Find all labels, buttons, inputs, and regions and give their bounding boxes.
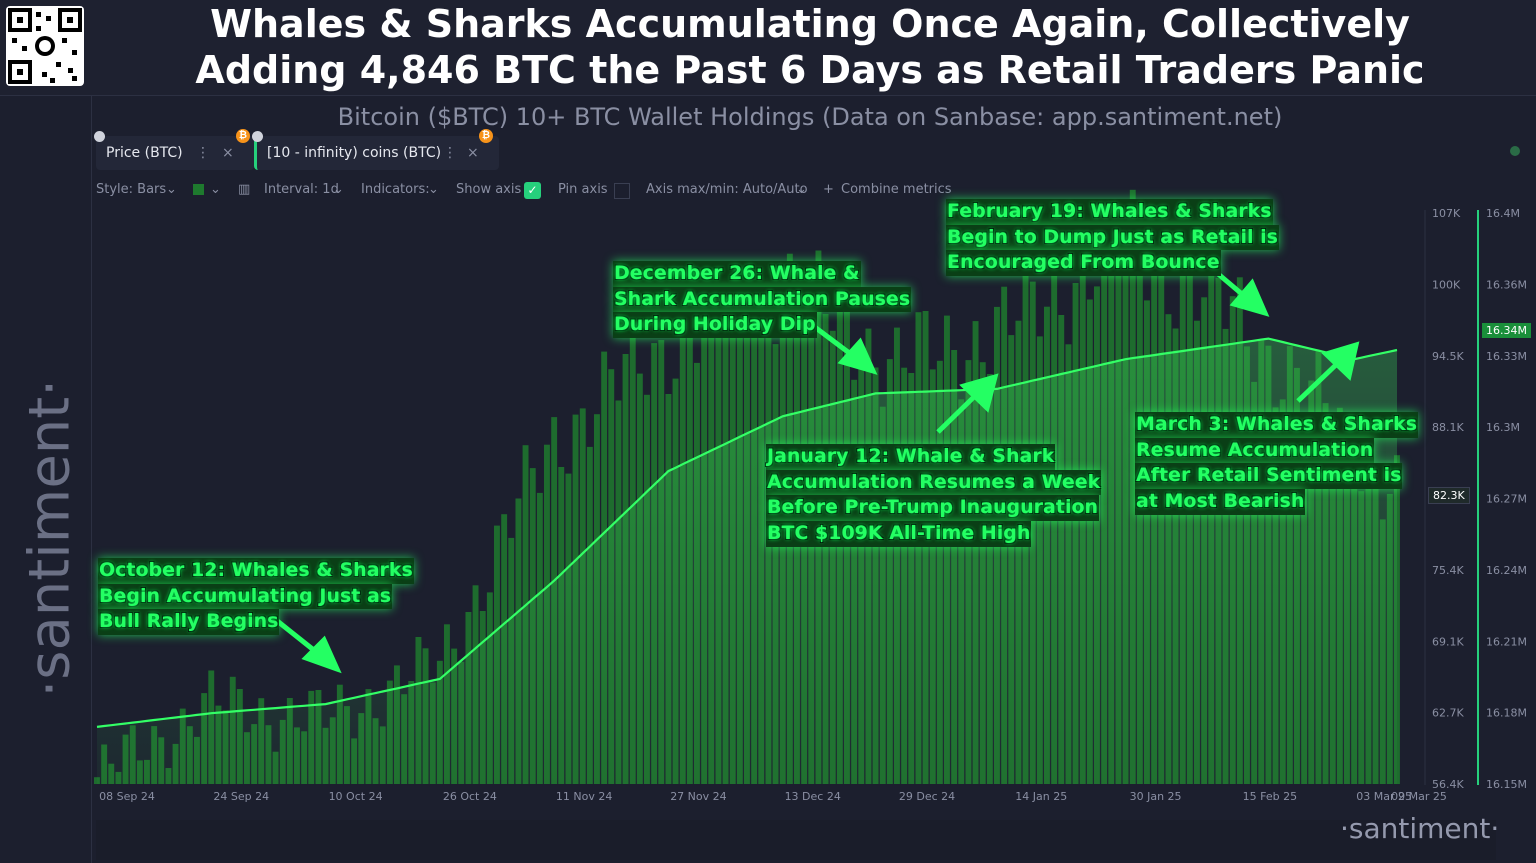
x-tick-label: 14 Jan 25	[1015, 790, 1067, 803]
tab-holdings[interactable]: [10 - infinity) coins (BTC) ⋮ ×	[254, 136, 499, 170]
y-tick-label: 56.4K	[1432, 778, 1464, 791]
qr-code-icon	[6, 6, 84, 86]
tab-price-label: Price (BTC)	[106, 145, 183, 161]
show-axis-label: Show axis	[456, 182, 522, 197]
y-tick-label: 94.5K	[1432, 350, 1464, 363]
bitcoin-icon: ₿	[236, 129, 250, 143]
x-tick-label: 27 Nov 24	[670, 790, 726, 803]
x-tick-label: 24 Sep 24	[213, 790, 269, 803]
x-tick-label: 26 Oct 24	[443, 790, 497, 803]
y-tick-label: 16.21M	[1486, 635, 1527, 648]
y-tick-label: 16.36M	[1486, 278, 1527, 291]
chevron-down-icon[interactable]: ⌄	[166, 182, 177, 197]
chart-subtitle: Bitcoin ($BTC) 10+ BTC Wallet Holdings (…	[337, 103, 1283, 131]
style-dropdown[interactable]: Style: Bars	[96, 182, 167, 197]
tab-price-btc[interactable]: Price (BTC) ⋮ ×	[96, 136, 254, 170]
x-tick-label: 15 Feb 25	[1243, 790, 1297, 803]
holdings-line	[96, 337, 1398, 728]
y-tick-label: 100K	[1432, 278, 1461, 291]
status-dot	[1510, 146, 1520, 156]
calendar-icon: ▥	[238, 182, 251, 197]
x-tick-label: 30 Jan 25	[1130, 790, 1182, 803]
annotation-dec: December 26: Whale & Shark Accumulation P…	[613, 261, 912, 339]
y-tick-label: 16.24M	[1486, 564, 1527, 577]
x-tick-label: 11 Nov 24	[556, 790, 612, 803]
header: Whales & Sharks Accumulating Once Again,…	[0, 0, 1536, 96]
combine-metrics-button[interactable]: Combine metrics	[841, 182, 952, 197]
y-tick-label: 88.1K	[1432, 421, 1464, 434]
arrow-dec	[810, 323, 878, 375]
y-tick-label: 62.7K	[1432, 707, 1464, 720]
x-tick-label: 29 Dec 24	[899, 790, 955, 803]
santiment-watermark: ·santiment·	[1340, 812, 1500, 845]
color-swatch[interactable]	[193, 184, 204, 195]
holdings-area	[97, 338, 1397, 784]
y-tick-label: 16.27M	[1486, 493, 1527, 506]
close-icon[interactable]: ×	[222, 145, 234, 161]
annotation-oct: October 12: Whales & Sharks Begin Accumul…	[98, 558, 414, 636]
bitcoin-icon: ₿	[479, 129, 493, 143]
more-icon[interactable]: ⋮	[196, 145, 210, 161]
x-tick-label: 08 Sep 24	[99, 790, 155, 803]
y-tick-label: 16.15M	[1486, 778, 1527, 791]
pin-axis-label: Pin axis	[558, 182, 608, 197]
show-axis-checkbox[interactable]: ✓	[524, 182, 541, 199]
y-tick-label: 16.4M	[1486, 207, 1520, 220]
chart-title-line-1: Whales & Sharks Accumulating Once Again,…	[210, 2, 1410, 46]
y-tick-label: 16.3M	[1486, 421, 1520, 434]
annotation-mar: March 3: Whales & Sharks Resume Accumulat…	[1135, 412, 1419, 515]
lock-icon	[252, 131, 263, 142]
y-tick-label: 69.1K	[1432, 635, 1464, 648]
arrow-oct	[274, 618, 342, 674]
holdings-axis: 16.4M 16.36M 16.33M 16.3M 16.27M 16.24M 16.21M…	[1486, 207, 1527, 791]
tab-holdings-label: [10 - infinity) coins (BTC)	[267, 145, 442, 161]
plus-icon: +	[823, 182, 834, 197]
current-price-tag: 82.3K	[1428, 487, 1470, 504]
x-tick-label: 03 Mar 25	[1356, 790, 1412, 803]
y-tick-label: 16.33M	[1486, 350, 1527, 363]
y-tick-label: 16.18M	[1486, 707, 1527, 720]
more-icon[interactable]: ⋮	[443, 145, 457, 161]
left-brand-bar: ·santiment·	[0, 95, 92, 863]
y-tick-label: 107K	[1432, 207, 1461, 220]
pin-axis-checkbox[interactable]	[614, 183, 630, 199]
chart-title-line-2: Adding 4,846 BTC the Past 6 Days as Reta…	[195, 48, 1425, 92]
x-tick-label: 10 Oct 24	[329, 790, 383, 803]
x-axis: 08 Sep 24 24 Sep 24 10 Oct 24 26 Oct 24 11 N…	[99, 790, 1447, 803]
x-tick-label: 09 Mar 25	[1391, 790, 1447, 803]
chevron-down-icon[interactable]: ⌄	[796, 182, 807, 197]
chevron-down-icon[interactable]: ⌄	[428, 182, 439, 197]
annotation-jan: January 12: Whale & Shark Accumulation Re…	[766, 444, 1102, 547]
interval-dropdown[interactable]: Interval: 1d	[264, 182, 339, 197]
arrow-mar	[1296, 341, 1360, 403]
axis-maxmin-dropdown[interactable]: Axis max/min: Auto/Auto	[646, 182, 808, 197]
lock-icon	[94, 131, 105, 142]
price-bar	[94, 777, 100, 784]
arrow-jan	[936, 373, 999, 434]
chevron-down-icon[interactable]: ⌄	[210, 182, 221, 197]
annotation-feb: February 19: Whales & Sharks Begin to Dum…	[946, 199, 1279, 277]
chevron-down-icon[interactable]: ⌄	[333, 182, 344, 197]
annotation-arrows	[274, 260, 1360, 674]
y-tick-label: 75.4K	[1432, 564, 1464, 577]
x-tick-label: 13 Dec 24	[785, 790, 841, 803]
close-icon[interactable]: ×	[467, 145, 479, 161]
current-holdings-tag: 16.34M	[1482, 323, 1531, 338]
indicators-dropdown[interactable]: Indicators:	[361, 182, 430, 197]
